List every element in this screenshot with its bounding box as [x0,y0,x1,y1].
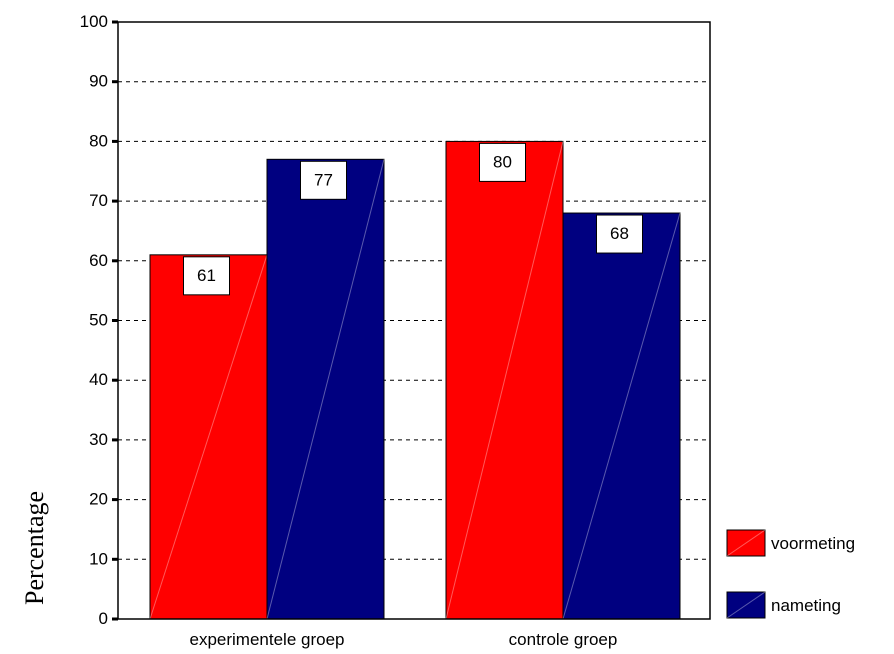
bar-sheen-nameting-1 [562,212,681,620]
y-axis-title: Percentage [20,491,49,605]
data-labels: 61 77 80 68 [183,142,643,296]
data-label-box-voormeting-1 [479,142,526,182]
legend-swatch-sheen-voormeting [726,529,766,557]
bar-sheen-nameting-0 [266,159,385,620]
data-label-box-nameting-0 [300,160,347,200]
legend-label-voormeting: voormeting [771,534,855,553]
legend-swatch-nameting [726,591,766,619]
data-label-voormeting-1: 80 [493,152,512,171]
legend-label-nameting: nameting [771,596,841,615]
y-tick-label-50: 50 [89,311,108,330]
y-tick-label-30: 30 [89,430,108,449]
y-axis: 0 10 20 30 40 50 60 70 80 90 100 [80,12,118,628]
legend-swatch-sheen-nameting [726,591,766,619]
bar-sheen-voormeting-0 [149,254,268,620]
x-category-label-1: controle groep [509,630,618,649]
data-label-nameting-0: 77 [314,170,333,189]
data-label-box-nameting-1 [596,214,643,254]
y-tick-label-0: 0 [99,609,108,628]
bar-sheen-voormeting-1 [445,141,564,620]
bars [149,140,681,620]
data-label-box-voormeting-0 [183,256,230,296]
data-label-nameting-1: 68 [610,224,629,243]
y-tick-label-90: 90 [89,72,108,91]
x-axis-labels: experimentele groep controle groep [190,630,618,649]
bar-voormeting-0 [149,254,268,620]
data-label-voormeting-0: 61 [197,266,216,285]
bar-voormeting-1 [445,140,564,620]
legend-swatch-voormeting [726,529,766,557]
y-tick-label-60: 60 [89,251,108,270]
legend: voormeting nameting [726,529,855,619]
y-tick-label-20: 20 [89,490,108,509]
y-tick-label-70: 70 [89,191,108,210]
y-tick-label-80: 80 [89,131,108,150]
bar-nameting-0 [266,158,385,620]
y-tick-label-40: 40 [89,370,108,389]
y-tick-label-10: 10 [89,549,108,568]
x-category-label-0: experimentele groep [190,630,345,649]
y-tick-label-100: 100 [80,12,108,31]
